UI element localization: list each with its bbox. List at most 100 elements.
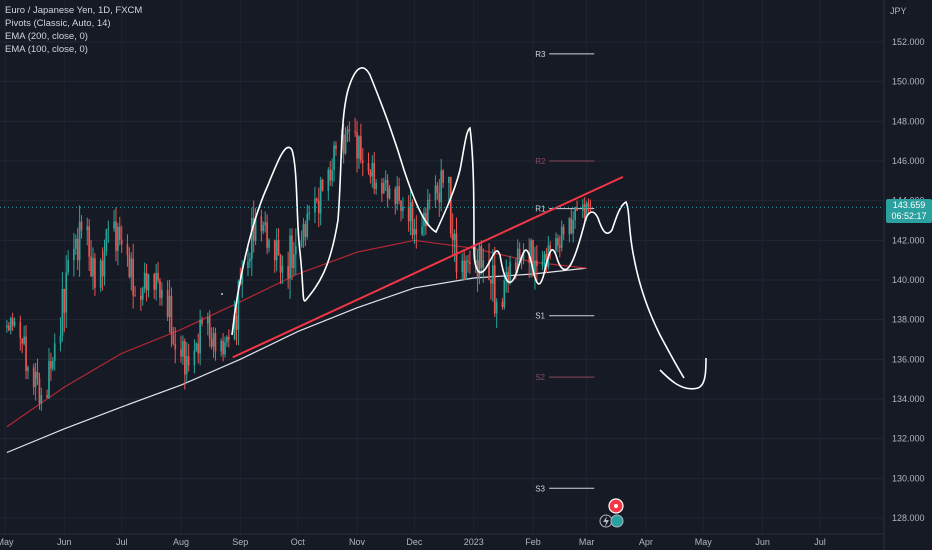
candle-body: [396, 186, 399, 204]
candle-body: [541, 260, 544, 267]
candle-body: [534, 260, 536, 276]
candle-body: [222, 340, 224, 355]
candle-body: [208, 317, 211, 340]
candle-body: [574, 206, 576, 221]
earth-event-icon[interactable]: [610, 514, 624, 528]
candle-body: [53, 343, 56, 361]
y-tick-label: 146.000: [892, 156, 925, 166]
candle-body: [277, 240, 280, 255]
pivot-label-s2: S2: [535, 373, 545, 382]
candle-body: [536, 260, 538, 267]
candle-body: [40, 395, 43, 404]
candle-body: [449, 176, 452, 234]
candle-body: [224, 342, 226, 355]
candle-body: [367, 162, 370, 172]
candle-body: [440, 170, 443, 203]
candle-body: [6, 325, 8, 328]
candle-body: [7, 325, 10, 331]
candle-body: [174, 343, 177, 350]
head-and-shoulders-drawing[interactable]: [231, 67, 685, 379]
candle-body: [172, 334, 175, 344]
candle-body: [438, 192, 441, 203]
candle-body: [317, 200, 320, 214]
candle-body: [425, 212, 427, 226]
candle-body: [360, 136, 362, 161]
candle-body: [74, 238, 77, 249]
candle-body: [182, 341, 184, 357]
candle-body: [252, 218, 255, 241]
time-axis[interactable]: May Jun Jul Aug Sep Oct Nov Dec 2023 Feb Mar Apr May…: [0, 533, 884, 547]
candle-body: [373, 163, 376, 189]
ema-200-indicator-label[interactable]: EMA (200, close, 0): [5, 31, 88, 42]
x-tick-label: Nov: [349, 537, 366, 547]
candle-body: [346, 129, 349, 134]
ascending-trendline[interactable]: [232, 175, 624, 359]
candle-body: [201, 319, 203, 324]
candle-body: [293, 254, 295, 269]
candle-body: [13, 321, 16, 326]
ema-100-indicator-label[interactable]: EMA (100, close, 0): [5, 44, 88, 55]
symbol-title[interactable]: Euro / Japanese Yen, 1D, FXCM: [5, 5, 143, 16]
candle-body: [557, 238, 559, 246]
candle-body: [358, 136, 360, 159]
candle-body: [9, 318, 12, 331]
candle-body: [306, 213, 309, 237]
candle-body: [507, 272, 509, 284]
x-tick-label: Jun: [755, 537, 770, 547]
candle-body: [143, 272, 146, 289]
candle-body: [212, 333, 215, 347]
user-drawings[interactable]: [221, 67, 707, 390]
candle-body: [522, 252, 525, 260]
candle-body: [415, 229, 418, 235]
candle-body: [407, 206, 410, 222]
candle-body: [233, 315, 236, 340]
candle-body: [264, 222, 267, 226]
candle-body: [382, 182, 385, 194]
event-icons[interactable]: [599, 498, 624, 528]
last-price-value: 143.659: [892, 200, 926, 210]
candle-body: [134, 295, 136, 297]
candle-body: [576, 206, 578, 211]
candle-body: [48, 361, 50, 398]
candle-body: [465, 260, 467, 280]
candle-body: [426, 199, 429, 226]
candle-body: [335, 145, 337, 150]
x-tick-label: Feb: [525, 537, 541, 547]
candle-body: [302, 224, 305, 241]
candle-body: [183, 341, 186, 375]
tail-curve-drawing[interactable]: [659, 357, 707, 390]
candle-body: [132, 258, 135, 296]
candle-body: [294, 246, 297, 255]
candle-body: [493, 265, 496, 314]
candle-body: [453, 233, 456, 241]
candle-body: [61, 288, 64, 336]
candle-body: [461, 260, 464, 273]
candle-body: [237, 281, 240, 330]
trendline[interactable]: [232, 175, 624, 359]
x-tick-label: Jul: [814, 537, 826, 547]
candle-body: [543, 253, 546, 261]
candle-body: [394, 188, 397, 204]
candle-body: [126, 244, 129, 256]
candle-body: [287, 266, 289, 279]
price-axis[interactable]: 128.000 130.000 132.000 134.000 136.000 138.0…: [883, 0, 925, 550]
x-tick-label: Aug: [173, 537, 189, 547]
candle-body: [34, 371, 37, 388]
candle-body: [304, 224, 307, 237]
pivot-levels: R3 R2 R1 S1 S2 S3: [535, 50, 595, 493]
candle-body: [63, 288, 66, 313]
candle-body: [147, 274, 150, 291]
candle-body: [583, 204, 586, 218]
candle-body: [400, 200, 402, 211]
candle-body: [428, 199, 431, 201]
x-tick-label: 2023: [464, 537, 484, 547]
candle-body: [193, 350, 196, 366]
candle-body: [532, 240, 534, 276]
alert-event-icon-core: [614, 504, 618, 508]
candle-body: [241, 268, 244, 285]
y-tick-label: 130.000: [892, 473, 925, 483]
candle-body: [78, 221, 81, 261]
candle-body: [139, 295, 142, 300]
pivots-indicator-label[interactable]: Pivots (Classic, Auto, 14): [5, 18, 111, 29]
